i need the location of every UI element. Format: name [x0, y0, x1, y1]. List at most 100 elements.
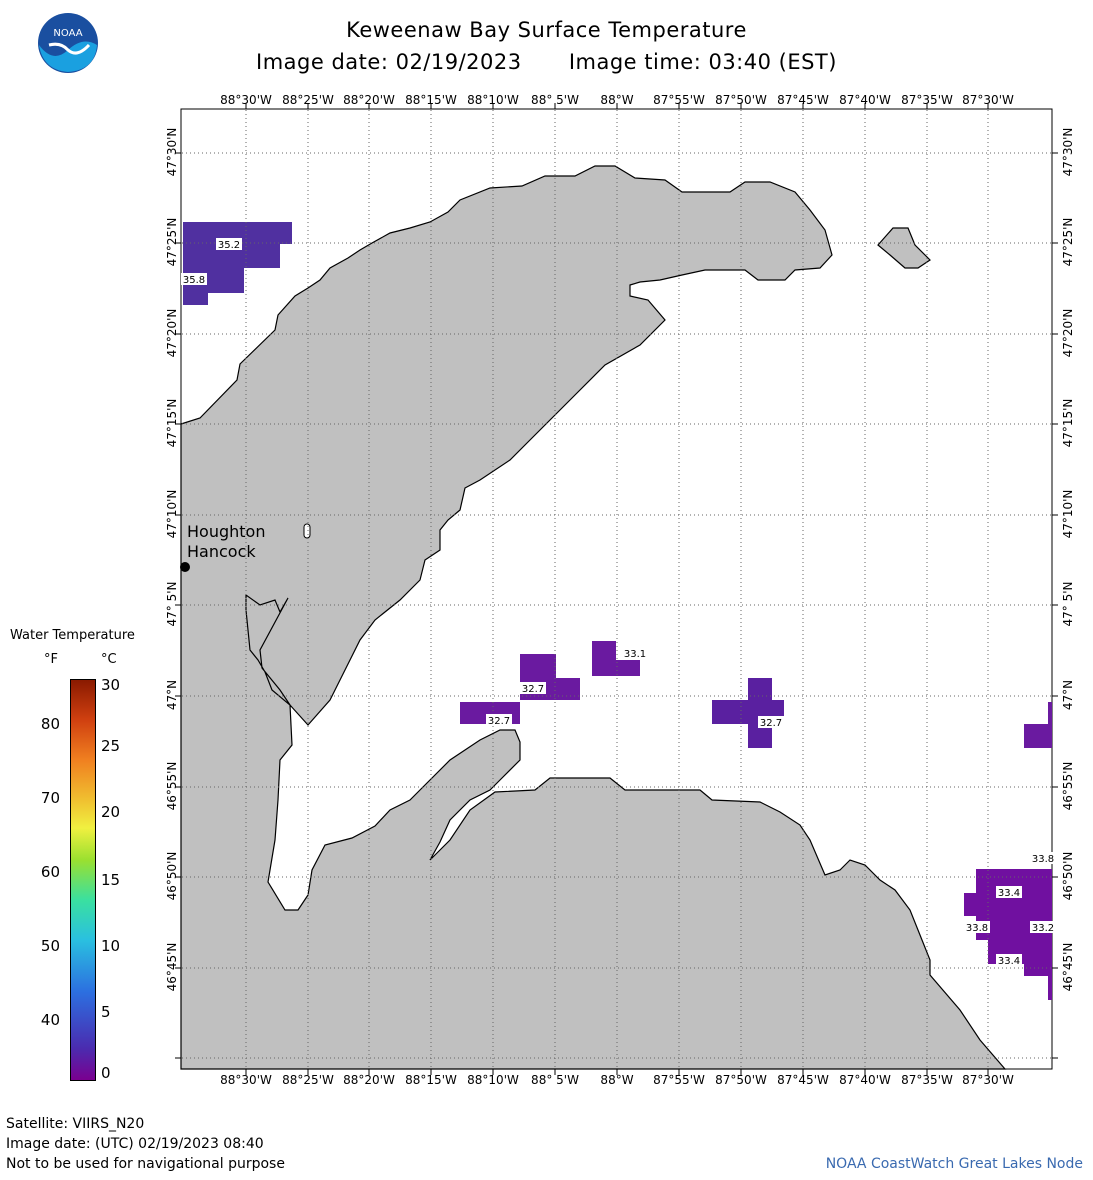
- lon-label-bottom: 88°10'W: [467, 1073, 519, 1087]
- lon-label-bottom: 87°50'W: [715, 1073, 767, 1087]
- lon-label-top: 87°50'W: [715, 93, 767, 107]
- temperature-label: 33.4: [996, 886, 1022, 899]
- svg-text:32.7: 32.7: [488, 716, 510, 727]
- lat-label-right: 47°N: [1061, 679, 1075, 711]
- colorbar-tick-f: 40: [40, 1011, 60, 1029]
- lat-label-right: 46°45'N: [1061, 942, 1075, 992]
- lon-label-top: 88°25'W: [282, 93, 334, 107]
- lon-label-bottom: 88°15'W: [405, 1073, 457, 1087]
- lon-label-top: 87°30'W: [962, 93, 1014, 107]
- label-hancock: Hancock: [187, 542, 256, 561]
- temperature-label: 35.2: [216, 238, 242, 251]
- lat-label-right: 47°30'N: [1061, 127, 1075, 177]
- colorbar-tick-c: 0: [101, 1064, 111, 1082]
- lon-label-bottom: 88°20'W: [343, 1073, 395, 1087]
- colorbar-unit-f: °F: [44, 652, 58, 667]
- label-houghton: Houghton: [187, 522, 266, 541]
- svg-text:33.2: 33.2: [1032, 923, 1054, 934]
- temperature-label: 33.2: [1030, 921, 1056, 934]
- lat-label-left: 46°50'N: [165, 851, 179, 901]
- colorbar-tick-c: 25: [101, 737, 121, 755]
- colorbar-tick-c: 20: [101, 803, 121, 821]
- temperature-label: 33.4: [996, 954, 1022, 967]
- colorbar-tick-f: 70: [40, 789, 60, 807]
- image-subtitle: Image date: 02/19/2023 Image time: 03:40…: [0, 50, 1093, 74]
- map-grid: [182, 110, 1051, 1068]
- temperature-label: 33.8: [1030, 852, 1056, 865]
- colorbar: [70, 679, 96, 1081]
- lon-label-bottom: 87°45'W: [777, 1073, 829, 1087]
- temperature-label: 33.8: [964, 921, 990, 934]
- svg-text:33.8: 33.8: [966, 923, 988, 934]
- land-keweenaw: [180, 165, 1007, 1070]
- lon-label-top: 88° 5'W: [531, 93, 579, 107]
- footer-disclaimer: Not to be used for navigational purpose: [6, 1156, 285, 1172]
- lon-label-top: 87°55'W: [653, 93, 705, 107]
- noaa-logo-icon: NOAA: [38, 13, 98, 73]
- lon-label-bottom: 88°W: [600, 1073, 634, 1087]
- lat-label-left: 47°20'N: [165, 308, 179, 358]
- image-date: Image date: 02/19/2023: [256, 50, 522, 74]
- small-lake: [303, 523, 311, 539]
- lat-label-left: 47°30'N: [165, 127, 179, 177]
- colorbar-title: Water Temperature: [10, 628, 135, 643]
- lon-label-top: 88°10'W: [467, 93, 519, 107]
- colorbar-tick-f: 80: [40, 715, 60, 733]
- noaa-logo-text: NOAA: [53, 28, 82, 39]
- temperature-label: 32.7: [758, 716, 784, 729]
- svg-text:33.4: 33.4: [998, 888, 1020, 899]
- colorbar-tick-f: 60: [40, 863, 60, 881]
- houghton-marker: [180, 562, 190, 572]
- footer-satellite: Satellite: VIIRS_N20: [6, 1116, 145, 1132]
- colorbar-unit-c: °C: [101, 652, 117, 667]
- colorbar-tick-c: 15: [101, 871, 121, 889]
- lon-label-top: 88°W: [600, 93, 634, 107]
- svg-text:35.8: 35.8: [183, 275, 205, 286]
- lat-label-right: 47°25'N: [1061, 217, 1075, 267]
- svg-text:35.2: 35.2: [218, 240, 240, 251]
- footer-credit: NOAA CoastWatch Great Lakes Node: [825, 1156, 1083, 1172]
- footer-utc: Image date: (UTC) 02/19/2023 08:40: [6, 1136, 264, 1152]
- temperature-patches: [183, 222, 1052, 1000]
- svg-text:33.4: 33.4: [998, 956, 1020, 967]
- lat-label-right: 47°10'N: [1061, 489, 1075, 539]
- lon-label-bottom: 88°25'W: [282, 1073, 334, 1087]
- lat-label-left: 46°55'N: [165, 761, 179, 811]
- svg-text:32.7: 32.7: [760, 718, 782, 729]
- lat-label-left: 47°15'N: [165, 398, 179, 448]
- lat-label-left: 47°25'N: [165, 217, 179, 267]
- lat-label-right: 47°15'N: [1061, 398, 1075, 448]
- lat-label-right: 46°55'N: [1061, 761, 1075, 811]
- lat-label-left: 47° 5'N: [165, 581, 179, 627]
- lon-label-bottom: 87°30'W: [962, 1073, 1014, 1087]
- lon-label-top: 87°45'W: [777, 93, 829, 107]
- lat-label-left: 47°10'N: [165, 489, 179, 539]
- temperature-label: 33.1: [622, 647, 648, 660]
- colorbar-tick-c: 30: [101, 676, 121, 694]
- page-title: Keweenaw Bay Surface Temperature: [346, 18, 747, 42]
- lat-label-left: 46°45'N: [165, 942, 179, 992]
- lon-label-top: 88°15'W: [405, 93, 457, 107]
- image-time: Image time: 03:40 (EST): [568, 50, 837, 74]
- temperature-label: 32.7: [486, 714, 512, 727]
- lon-label-top: 88°20'W: [343, 93, 395, 107]
- svg-text:33.1: 33.1: [624, 649, 646, 660]
- lon-label-bottom: 87°40'W: [839, 1073, 891, 1087]
- svg-text:32.7: 32.7: [522, 684, 544, 695]
- land-island: [877, 227, 931, 269]
- lon-label-bottom: 88°30'W: [220, 1073, 272, 1087]
- lat-label-right: 47° 5'N: [1061, 581, 1075, 627]
- svg-text:33.8: 33.8: [1032, 854, 1054, 865]
- colorbar-tick-c: 10: [101, 937, 121, 955]
- lon-label-top: 87°40'W: [839, 93, 891, 107]
- temperature-label: 32.7: [520, 682, 546, 695]
- lon-label-top: 88°30'W: [220, 93, 272, 107]
- colorbar-tick-f: 50: [40, 937, 60, 955]
- lat-label-left: 47°N: [165, 679, 179, 711]
- lon-label-top: 87°35'W: [901, 93, 953, 107]
- lon-label-bottom: 87°55'W: [653, 1073, 705, 1087]
- temperature-label: 35.8: [181, 273, 207, 286]
- colorbar-tick-c: 5: [101, 1003, 111, 1021]
- lat-label-right: 46°50'N: [1061, 851, 1075, 901]
